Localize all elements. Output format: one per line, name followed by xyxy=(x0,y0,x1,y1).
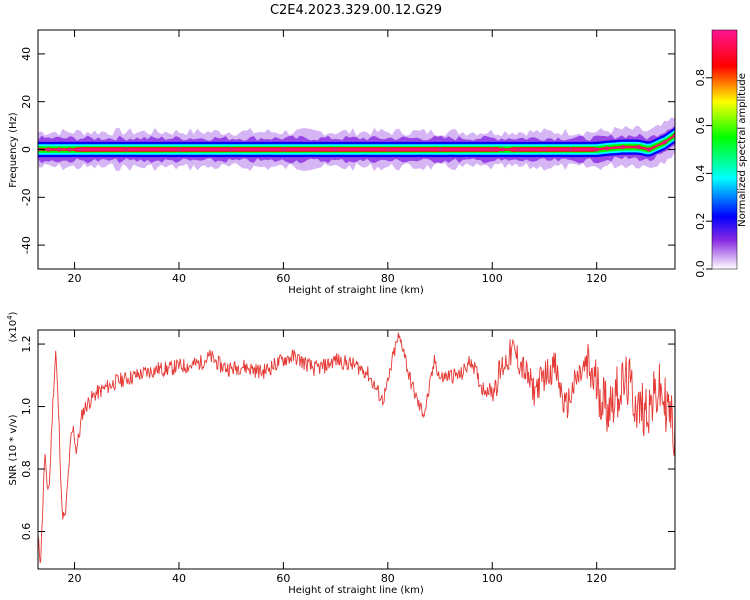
snr-y-multiplier-exp: 4 xyxy=(6,315,14,320)
spectrogram-ridge-point xyxy=(620,144,625,150)
spectrogram-ridge-point xyxy=(77,147,82,152)
spectrogram-x-label: Height of straight line (km) xyxy=(288,285,424,296)
y-tick-label: 0.6 xyxy=(20,523,33,541)
spectrogram-y-label: Frequency (Hz) xyxy=(8,112,19,188)
y-tick-label: 1.2 xyxy=(20,335,33,353)
colorbar-label: Normalized spectral amplitude xyxy=(737,73,748,227)
spectrogram-ridge-point xyxy=(176,147,182,152)
spectrogram-ridge-point xyxy=(67,147,72,152)
spectrogram-plot-area xyxy=(38,117,675,172)
x-tick-label: 40 xyxy=(172,572,186,585)
spectrogram-ridge-point xyxy=(604,146,610,151)
snr-frame xyxy=(37,329,676,570)
x-tick-label: 20 xyxy=(68,272,82,285)
x-tick-label: 80 xyxy=(381,272,395,285)
y-tick-label: 0.8 xyxy=(20,460,33,478)
colorbar-tick-label: 0.6 xyxy=(694,117,707,135)
colorbar-tick-label: 0.4 xyxy=(694,165,707,183)
spectrogram-x-ticks: 20 40 60 80 100 120 xyxy=(68,30,607,285)
spectrogram-ridge-point xyxy=(646,147,652,152)
spectrogram-y-ticks: -40 -20 0 20 40 xyxy=(20,47,675,254)
spectrogram-ridge-point xyxy=(568,147,573,152)
x-tick-label: 100 xyxy=(482,272,503,285)
spectrogram-ridge-point xyxy=(124,147,129,152)
spectrogram-ridge-point xyxy=(662,140,667,145)
colorbar-ticks: 0.0 0.2 0.4 0.6 0.8 xyxy=(694,69,712,278)
spectrogram-ridge-point xyxy=(672,132,675,138)
y-tick-label: 0 xyxy=(20,146,33,153)
snr-panel: 20 40 60 80 100 120 0.6 0.8 1.0 1.2 Height of st… xyxy=(6,311,676,596)
x-tick-label: 80 xyxy=(381,572,395,585)
y-tick-label: 20 xyxy=(20,95,33,109)
spectrogram-ridge-point xyxy=(542,147,547,152)
snr-x-label: Height of straight line (km) xyxy=(288,585,424,596)
snr-y-multiplier: (x104) xyxy=(6,311,19,342)
colorbar: 0.0 0.2 0.4 0.6 0.8 Normalized spectral ampl… xyxy=(694,29,748,278)
spectrogram-ridge-point xyxy=(333,147,338,152)
snr-plot-area xyxy=(38,332,675,564)
spectrogram-ridge-point xyxy=(500,147,505,152)
colorbar-tick-label: 0.0 xyxy=(694,260,707,278)
spectrogram-ridge-point xyxy=(46,147,51,152)
x-tick-label: 60 xyxy=(276,272,290,285)
colorbar-tick-label: 0.2 xyxy=(694,212,707,230)
colorbar-gradient xyxy=(711,29,738,270)
spectrogram-ridge-point xyxy=(437,147,443,152)
snr-series-line xyxy=(38,332,675,564)
spectrogram-ridge-point xyxy=(490,147,495,152)
snr-y-label: SNR (10 * v/v) xyxy=(8,414,19,485)
snr-y-multiplier-base: (x10 xyxy=(8,320,19,343)
y-tick-label: 1.0 xyxy=(20,398,33,416)
spectrogram-ridge-point xyxy=(385,147,391,152)
y-tick-label: -40 xyxy=(20,236,33,254)
x-tick-label: 120 xyxy=(586,572,607,585)
colorbar-tick-label: 0.8 xyxy=(694,69,707,87)
x-tick-label: 100 xyxy=(482,572,503,585)
spectrogram-panel: 20 40 60 80 100 120 -40 -20 0 20 40 Height of str… xyxy=(8,29,676,296)
spectrogram-ridge-point xyxy=(516,147,521,152)
y-tick-label: 40 xyxy=(20,47,33,61)
x-tick-label: 120 xyxy=(586,272,607,285)
spectrogram-ridge-point xyxy=(228,147,234,152)
x-tick-label: 60 xyxy=(276,572,290,585)
spectrogram-ridge-point xyxy=(636,144,641,150)
snr-y-ticks: 0.6 0.8 1.0 1.2 xyxy=(20,335,675,540)
spectrogram-ridge-point xyxy=(56,147,62,152)
spectrogram-band xyxy=(38,134,675,151)
x-tick-label: 20 xyxy=(68,572,82,585)
figure-title: C2E4.2023.329.00.12.G29 xyxy=(270,3,442,18)
x-tick-label: 40 xyxy=(172,272,186,285)
spectrogram-ridge-point xyxy=(594,147,599,152)
y-tick-label: -20 xyxy=(20,188,33,206)
snr-y-multiplier-close: ) xyxy=(8,311,19,315)
spectrogram-ridge-point xyxy=(281,147,286,152)
snr-x-ticks: 20 40 60 80 100 120 xyxy=(68,330,607,585)
